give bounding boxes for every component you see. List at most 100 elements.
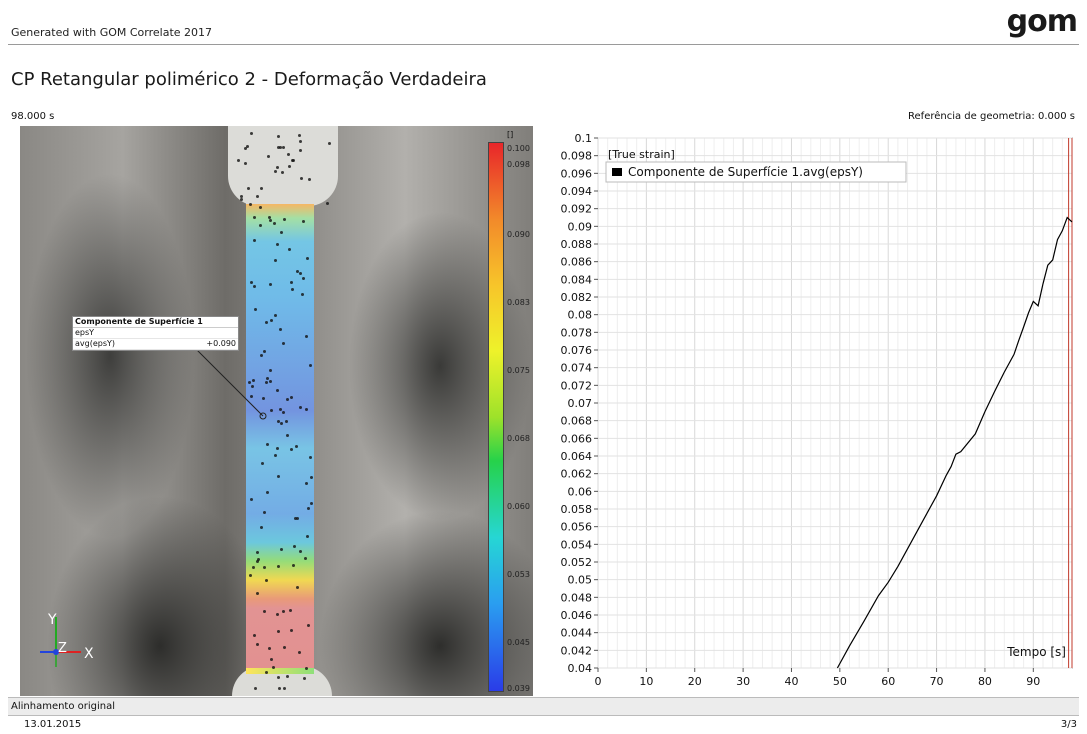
speckle-dot (281, 145, 285, 149)
y-tick-label: 0.074 (561, 362, 593, 375)
speckle-dot (256, 591, 259, 595)
speckle-dot (301, 276, 305, 280)
y-tick-label: 0.072 (561, 379, 593, 392)
speckle-dot (310, 475, 314, 479)
series-line[interactable] (836, 216, 1073, 669)
axis-y-label: Y (47, 612, 57, 628)
y-tick-label: 0.088 (561, 238, 593, 251)
speckle-dot (253, 687, 257, 691)
speckle-dot (276, 242, 280, 246)
speckle-dot (306, 535, 309, 539)
x-tick-label: 20 (688, 675, 702, 688)
y-tick-label: 0.044 (561, 627, 593, 640)
y-tick-label: 0.098 (561, 150, 593, 163)
speckle-dot (299, 406, 303, 410)
speckle-dot (281, 410, 285, 414)
x-tick-label: 10 (639, 675, 653, 688)
report-date: 13.01.2015 (24, 719, 82, 730)
speckle-dot (277, 474, 281, 478)
speckle-dot (279, 145, 283, 149)
speckle-dot (268, 379, 272, 383)
x-tick-label: 70 (930, 675, 944, 688)
speckle-dot (264, 321, 268, 325)
true-strain-chart[interactable]: 0.04 0.042 0.044 0.046 0.048 0.05 0.052 0.054 0.… (540, 126, 1080, 696)
speckle-dot (249, 497, 253, 501)
y-tick-label: 0.062 (561, 468, 593, 481)
speckle-dot (276, 446, 280, 450)
header-divider (8, 44, 1079, 45)
generated-by-label: Generated with GOM Correlate 2017 (11, 26, 213, 39)
speckle-dot (265, 443, 269, 447)
callout-title: Componente de Superfície 1 (73, 317, 238, 328)
speckle-dot (262, 565, 266, 569)
speckle-dot (290, 628, 294, 632)
speckle-dot (276, 145, 280, 149)
speckle-dot (253, 239, 257, 243)
speckle-dot (267, 154, 271, 158)
y-tick-label: 0.052 (561, 556, 593, 569)
y-tick-label: 0.048 (561, 591, 593, 604)
speckle-dot (304, 556, 308, 560)
colorbar-tick-label: 0.098 (507, 160, 530, 169)
y-tick-label: 0.078 (561, 326, 593, 339)
page-title: CP Retangular polimérico 2 - Deformação … (11, 69, 487, 90)
speckle-dot (327, 142, 331, 146)
speckle-dot (299, 140, 303, 143)
speckle-dot (265, 578, 269, 582)
strain-overlay-edge (246, 668, 314, 674)
speckle-dot (306, 506, 310, 510)
speckle-dot (293, 516, 297, 520)
speckle-dot (258, 224, 262, 228)
speckle-dot (277, 675, 281, 679)
speckle-dot (268, 216, 272, 220)
speckle-dot (309, 502, 313, 506)
colorbar-tick-label: 0.060 (507, 502, 530, 511)
y-tick-label: 0.054 (561, 538, 593, 551)
strain-overlay[interactable] (246, 204, 314, 674)
y-tick-label: 0.086 (561, 256, 593, 269)
specimen-image-view[interactable]: Componente de Superfície 1 epsY avg(epsY… (20, 126, 533, 696)
colorbar (488, 142, 504, 692)
speckle-dot (281, 170, 285, 174)
speckle-dot (285, 433, 289, 437)
y-tick-label: 0.092 (561, 203, 593, 216)
speckle-dot (250, 395, 254, 399)
speckle-dot (273, 314, 277, 318)
speckle-dot (269, 658, 273, 662)
speckle-dot (247, 186, 251, 190)
speckle-dot (256, 550, 260, 554)
callout-row-value: +0.090 (206, 339, 236, 348)
axis-z-label: Z (58, 641, 67, 656)
speckle-dot (276, 389, 280, 393)
speckle-dot (277, 687, 281, 691)
callout-row-value (155, 328, 236, 338)
speckle-dot (265, 380, 269, 384)
y-tick-label: 0.068 (561, 415, 593, 428)
x-tick-label: 90 (1026, 675, 1040, 688)
speckle-dot (259, 353, 263, 357)
speckle-dot (269, 219, 273, 223)
speckle-dot (239, 198, 243, 202)
reference-geometry-label: Referência de geometria: 0.000 s (908, 111, 1075, 122)
speckle-dot (309, 456, 313, 460)
speckle-dot (248, 380, 252, 384)
callout-row-label: epsY (75, 328, 95, 337)
speckle-dot (291, 564, 295, 568)
status-bar: Alinhamento original (8, 697, 1079, 716)
speckle-dot (262, 349, 266, 353)
speckle-dot (279, 231, 283, 235)
speckle-dot (249, 131, 253, 135)
speckle-dot (299, 149, 303, 153)
speckle-dot (249, 281, 253, 285)
speckle-dot (248, 573, 252, 577)
speckle-dot (300, 177, 304, 181)
y-tick-label: 0.082 (561, 291, 593, 304)
speckle-dot (268, 283, 272, 287)
speckle-dot (302, 676, 306, 680)
speckle-dot (249, 202, 253, 206)
coordinate-triad: Y Z X (40, 612, 94, 667)
speckle-dot (298, 650, 302, 654)
speckle-dot (285, 674, 289, 678)
speckle-dot (309, 363, 313, 367)
surface-component-callout[interactable]: Componente de Superfície 1 epsY avg(epsY… (72, 316, 239, 351)
